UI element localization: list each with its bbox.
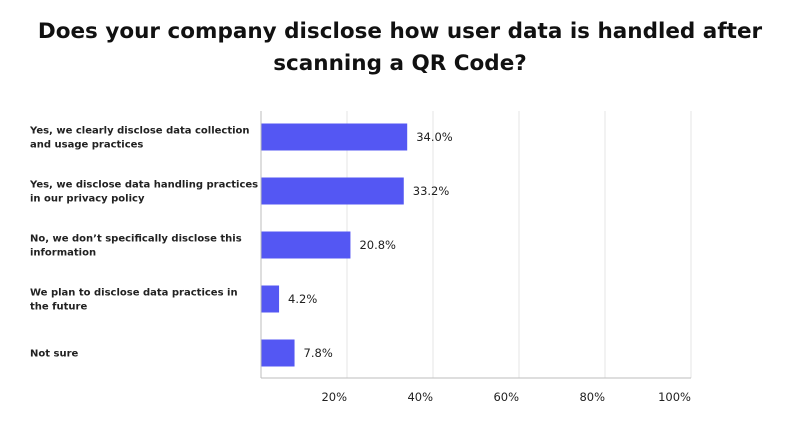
category-label-3: No, we don’t specifically disclose this i…: [30, 234, 242, 259]
category-label-5: Not sure: [30, 349, 79, 360]
chart-title-line-1: Does your company disclose how user data…: [37, 19, 763, 44]
bars: [261, 123, 408, 367]
value-label-4: 4.2%: [288, 292, 317, 306]
x-tick-label-80: 80%: [579, 390, 605, 404]
category-label-4-line-2: the future: [30, 302, 87, 313]
category-label-1: Yes, we clearly disclose data collection…: [29, 126, 250, 151]
x-tick-labels: 20% 40% 60% 80% 100%: [321, 390, 691, 404]
chart-title: Does your company disclose how user data…: [0, 16, 800, 80]
axes: [260, 111, 691, 379]
x-tick-label-40: 40%: [407, 390, 433, 404]
category-label-1-line-1: Yes, we clearly disclose data collection: [29, 126, 250, 137]
category-label-2-line-1: Yes, we disclose data handling practices: [29, 180, 258, 191]
value-label-3: 20.8%: [359, 238, 396, 252]
x-tick-label-20: 20%: [321, 390, 347, 404]
value-label-2: 33.2%: [413, 184, 450, 198]
chart-title-line-2: scanning a QR Code?: [273, 51, 527, 76]
category-label-3-line-2: information: [30, 248, 96, 259]
category-label-1-line-2: and usage practices: [30, 140, 143, 151]
gridlines: [346, 111, 692, 378]
category-label-3-line-1: No, we don’t specifically disclose this: [30, 234, 242, 245]
x-tick-label-60: 60%: [493, 390, 519, 404]
category-label-2: Yes, we disclose data handling practices…: [29, 180, 258, 205]
category-label-4: We plan to disclose data practices in the…: [30, 288, 238, 313]
category-label-4-line-1: We plan to disclose data practices in: [30, 288, 238, 299]
category-label-2-line-2: in our privacy policy: [30, 194, 145, 205]
bar-1: [261, 123, 408, 151]
bar-3: [261, 231, 351, 259]
value-labels: 34.0% 33.2% 20.8% 4.2% 7.8%: [288, 130, 453, 360]
bar-2: [261, 177, 404, 205]
value-label-5: 7.8%: [304, 346, 333, 360]
bar-5: [261, 339, 295, 367]
category-label-5-line-1: Not sure: [30, 349, 79, 360]
category-labels: Yes, we clearly disclose data collection…: [29, 126, 258, 360]
value-label-1: 34.0%: [416, 130, 453, 144]
bar-4: [261, 285, 280, 313]
x-tick-label-100: 100%: [658, 390, 691, 404]
